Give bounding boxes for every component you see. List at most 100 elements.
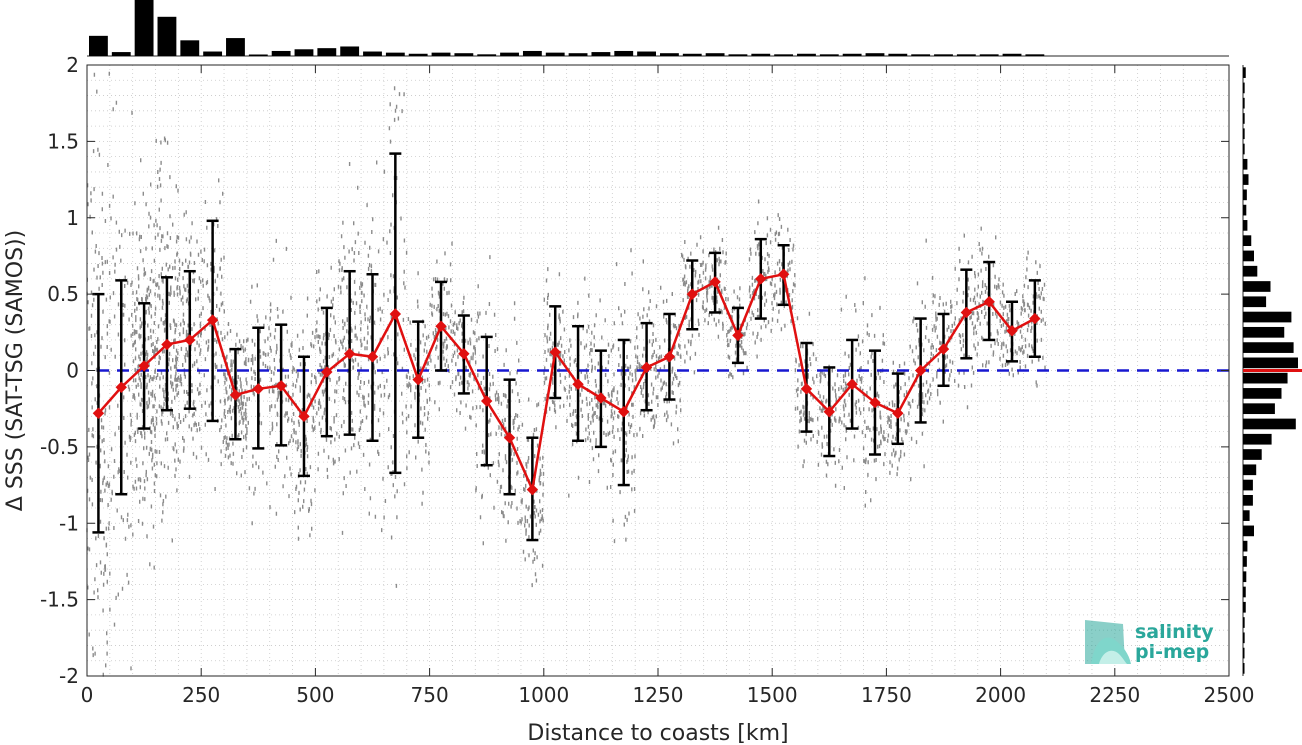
data-point-marker	[960, 306, 973, 319]
right-histogram-bar	[1243, 281, 1271, 292]
top-histogram	[87, 0, 1229, 57]
top-histogram-bar	[134, 0, 154, 56]
x-tick-label: 250	[182, 683, 220, 707]
y-tick-label: 1	[66, 206, 79, 230]
data-point-marker	[138, 360, 150, 372]
right-histogram-bar	[1243, 464, 1257, 476]
top-histogram-bar	[842, 53, 862, 56]
top-histogram-bar	[522, 50, 542, 56]
top-histogram-bar	[317, 48, 337, 56]
right-histogram-bar	[1243, 540, 1248, 552]
right-histogram-bar	[1243, 296, 1267, 308]
y-tick-label: -1	[59, 511, 79, 535]
data-point-marker	[275, 380, 287, 392]
data-point-marker	[161, 338, 173, 351]
salinity-pi-mep-logo: salinity pi-mep	[1085, 620, 1214, 664]
y-axis-ticks: 2 1.5 1 0.5 0 -0.5 -1 -1.5 -2	[40, 53, 1229, 688]
right-histogram-bar	[1243, 617, 1245, 628]
data-point-marker	[298, 410, 310, 423]
data-point-marker	[389, 308, 402, 320]
right-histogram-bar	[1243, 388, 1282, 399]
right-histogram-bar	[1243, 189, 1247, 201]
right-histogram-bar	[1243, 403, 1275, 415]
top-histogram-bar	[89, 35, 108, 56]
main-plot: 0 250 500 750 1000 1250 1500 1750 2000 2250 2500 2…	[40, 53, 1254, 707]
data-point-marker	[777, 268, 790, 280]
data-point-marker	[892, 407, 904, 419]
top-histogram-bar	[454, 53, 474, 56]
top-histogram-bar	[614, 50, 634, 56]
top-histogram-bar	[705, 53, 725, 56]
right-histogram-bar	[1243, 342, 1294, 353]
data-point-marker	[412, 373, 424, 386]
y-tick-label: 0	[66, 359, 79, 383]
top-histogram-bar	[111, 52, 131, 56]
right-histogram-bar	[1243, 311, 1292, 323]
top-histogram-bar	[911, 54, 931, 56]
right-histogram-bar	[1243, 372, 1288, 384]
data-point-marker	[709, 276, 721, 288]
x-tick-label: 1250	[633, 683, 684, 707]
data-point-marker	[1029, 312, 1041, 325]
data-point-marker	[914, 364, 927, 377]
data-point-marker	[686, 288, 698, 300]
data-point-marker	[458, 347, 470, 360]
data-point-marker	[526, 483, 539, 496]
data-point-marker	[823, 406, 836, 418]
data-point-marker	[732, 329, 744, 342]
top-histogram-bar	[1025, 54, 1045, 56]
right-histogram	[1242, 65, 1302, 676]
x-axis-ticks: 0 250 500 750 1000 1250 1500 1750 2000 2250 2500	[81, 65, 1254, 707]
y-tick-label: 1.5	[47, 129, 79, 153]
right-histogram-bar	[1243, 204, 1247, 216]
right-histogram-bar	[1243, 250, 1254, 262]
logo-wave-foam	[1099, 650, 1127, 664]
right-histogram-bar	[1243, 586, 1246, 598]
right-histogram-bar	[1243, 479, 1253, 491]
top-histogram-bar	[751, 53, 771, 56]
data-point-marker	[846, 378, 858, 390]
data-point-marker	[618, 406, 630, 418]
top-histogram-bar	[294, 49, 314, 56]
x-tick-label: 2250	[1089, 683, 1140, 707]
data-point-marker	[640, 361, 653, 374]
right-histogram-bar	[1243, 418, 1296, 430]
right-histogram-bar	[1243, 357, 1298, 369]
right-histogram-bar	[1243, 174, 1249, 185]
data-point-marker	[549, 346, 561, 358]
top-histogram-bar	[271, 50, 291, 56]
top-histogram-bar	[797, 53, 816, 56]
data-point-marker	[435, 320, 447, 332]
top-histogram-bar	[728, 54, 748, 56]
right-histogram-bar	[1243, 235, 1252, 247]
top-histogram-bar	[568, 53, 588, 56]
top-histogram-bar	[340, 46, 360, 56]
data-point-marker	[937, 343, 950, 355]
right-histogram-bar	[1243, 571, 1247, 583]
top-histogram-bar	[1002, 53, 1022, 56]
right-histogram-bar	[1243, 113, 1245, 124]
x-tick-label: 1500	[747, 683, 798, 707]
top-histogram-bar	[888, 53, 908, 56]
right-histogram-bar	[1243, 158, 1248, 170]
data-point-marker	[206, 314, 219, 326]
data-point-marker	[366, 351, 379, 363]
top-histogram-bar	[774, 54, 794, 56]
top-histogram-bar	[682, 53, 702, 56]
data-point-marker	[92, 407, 105, 419]
y-tick-label: 0.5	[47, 282, 79, 306]
top-histogram-bar	[226, 38, 245, 56]
right-histogram-bar	[1243, 632, 1245, 644]
data-point-marker	[343, 347, 356, 360]
right-histogram-bar	[1243, 265, 1258, 277]
data-point-marker	[572, 378, 584, 390]
top-histogram-bar	[385, 52, 405, 56]
data-point-marker	[184, 334, 196, 346]
x-tick-label: 0	[81, 683, 94, 707]
top-histogram-bar	[157, 16, 177, 56]
y-axis-label: Δ SSS (SAT-TSG (SAMOS))	[3, 230, 28, 511]
top-histogram-bar	[477, 54, 497, 56]
logo-line1: salinity	[1135, 621, 1214, 643]
series-markers	[92, 268, 1041, 496]
